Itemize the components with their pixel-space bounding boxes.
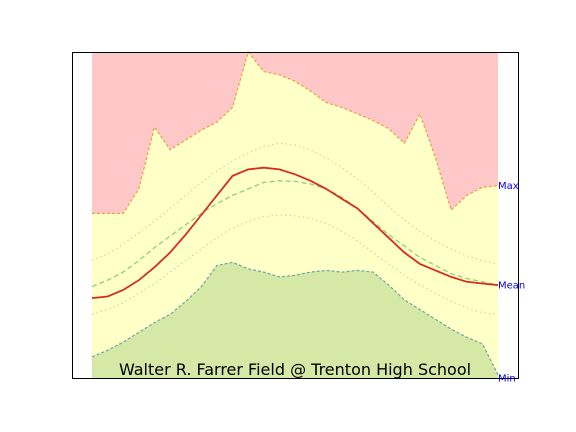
right-label-min: Min (498, 374, 516, 385)
line-layers (91, 50, 499, 375)
right-label-max: Max (498, 181, 519, 192)
record-low-area (92, 262, 498, 378)
right-axis-labels: Max Mean Min (498, 181, 525, 384)
right-label-mean: Mean (498, 281, 525, 292)
record-high-area (92, 52, 498, 214)
area-layers (92, 52, 498, 378)
plot-frame (72, 52, 519, 379)
normal-low-line (91, 214, 499, 315)
normal-high-line (91, 142, 499, 265)
mean-line (91, 166, 499, 299)
chart-title: Walter R. Farrer Field @ Trenton High Sc… (119, 360, 471, 379)
record-low-line (91, 261, 499, 375)
normal-mean-line (91, 180, 499, 288)
